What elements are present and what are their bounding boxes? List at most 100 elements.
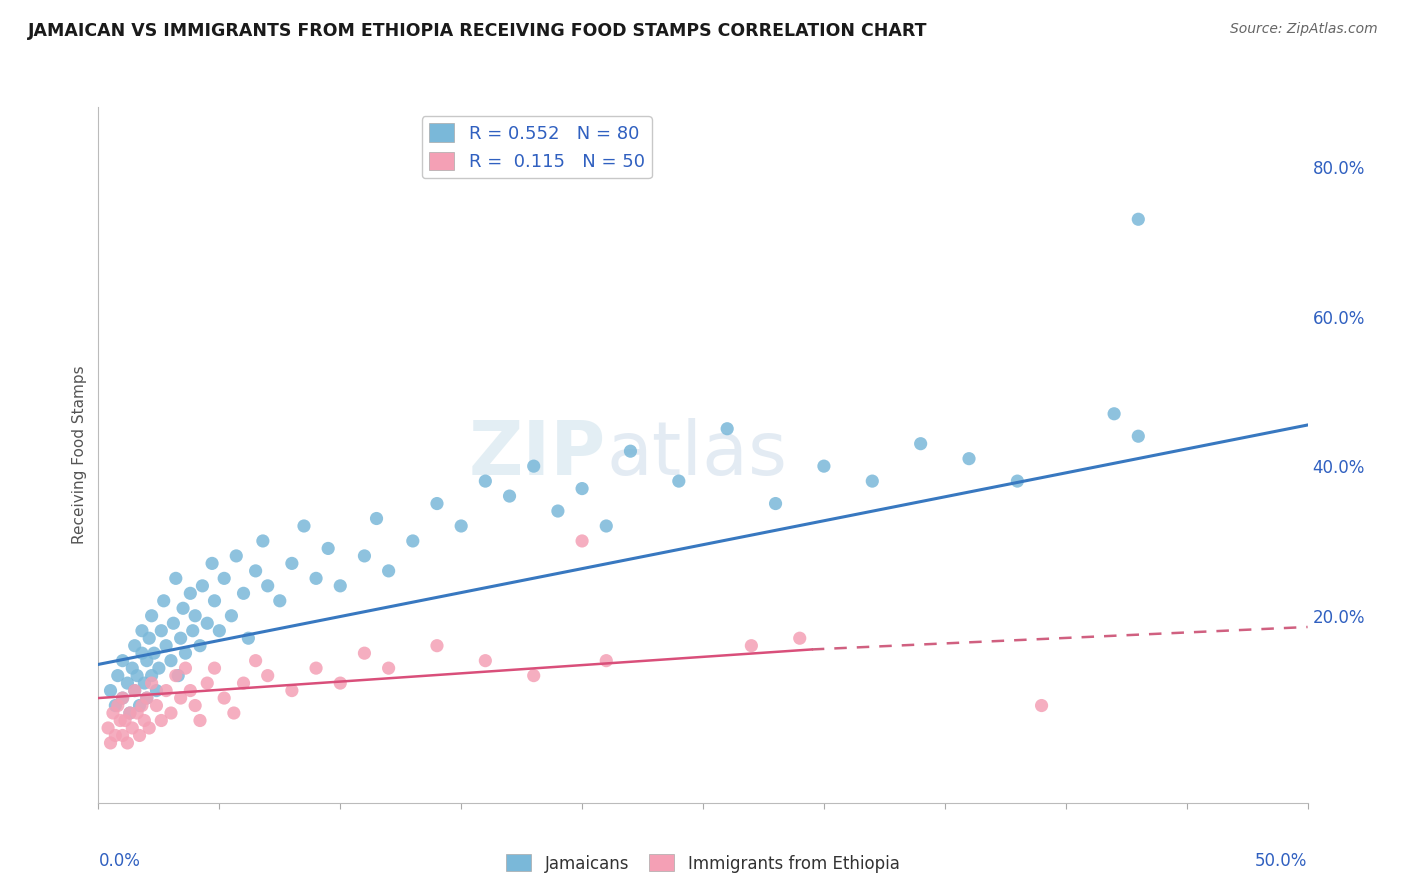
Point [765,497,787,511]
Point [100,683,122,698]
Point [127,668,149,682]
Point [111,691,134,706]
Point [100,736,122,750]
Point [134,714,156,728]
Point [212,571,235,585]
Point [957,451,980,466]
Point [474,474,496,488]
Point [160,706,183,720]
Point [256,579,278,593]
Point [595,519,617,533]
Point [222,706,245,720]
Point [114,714,136,728]
Point [353,646,375,660]
Point [148,661,170,675]
Point [121,661,143,675]
Point [305,661,328,675]
Point [1031,698,1053,713]
Point [245,654,267,668]
Point [169,631,191,645]
Point [138,631,160,645]
Point [188,714,211,728]
Point [169,691,191,706]
Point [155,639,177,653]
Legend: Jamaicans, Immigrants from Ethiopia: Jamaicans, Immigrants from Ethiopia [499,847,907,880]
Point [162,616,184,631]
Point [104,698,127,713]
Point [377,661,399,675]
Point [184,608,207,623]
Point [145,683,167,698]
Point [789,631,811,645]
Point [523,668,546,682]
Point [131,698,153,713]
Point [160,654,183,668]
Point [124,683,146,698]
Point [450,519,472,533]
Point [179,586,201,600]
Point [329,579,352,593]
Text: JAMAICAN VS IMMIGRANTS FROM ETHIOPIA RECEIVING FOOD STAMPS CORRELATION CHART: JAMAICAN VS IMMIGRANTS FROM ETHIOPIA REC… [28,22,928,40]
Point [595,654,617,668]
Point [111,691,134,706]
Text: Source: ZipAtlas.com: Source: ZipAtlas.com [1230,22,1378,37]
Point [316,541,339,556]
Point [269,594,291,608]
Point [1128,212,1150,227]
Point [107,698,129,713]
Point [619,444,641,458]
Point [141,608,163,623]
Point [281,557,304,571]
Point [108,714,131,728]
Point [97,721,120,735]
Point [252,533,274,548]
Point [127,706,149,720]
Point [740,639,762,653]
Point [571,533,593,548]
Point [141,676,163,690]
Point [150,714,173,728]
Point [104,729,127,743]
Point [118,706,141,720]
Text: ZIP: ZIP [470,418,606,491]
Text: 0.0%: 0.0% [98,852,141,870]
Point [426,497,449,511]
Point [155,683,177,698]
Point [204,594,226,608]
Point [117,676,139,690]
Point [201,557,224,571]
Point [152,594,174,608]
Point [179,683,201,698]
Point [402,533,425,548]
Point [256,668,278,682]
Point [131,624,153,638]
Point [165,668,187,682]
Point [366,511,388,525]
Point [571,482,593,496]
Point [135,691,157,706]
Point [111,654,134,668]
Point [232,676,254,690]
Legend: R = 0.552   N = 80, R =  0.115   N = 50: R = 0.552 N = 80, R = 0.115 N = 50 [422,116,652,178]
Point [131,646,153,660]
Point [111,729,134,743]
Point [1128,429,1150,443]
Point [204,661,226,675]
Point [860,474,883,488]
Point [225,549,247,563]
Point [1102,407,1125,421]
Point [135,654,157,668]
Point [101,706,124,720]
Point [124,639,146,653]
Point [165,571,187,585]
Point [181,624,204,638]
Point [174,646,197,660]
Point [145,698,167,713]
Text: atlas: atlas [606,418,787,491]
Point [212,691,235,706]
Point [172,601,194,615]
Point [121,721,143,735]
Point [118,706,141,720]
Point [245,564,267,578]
Point [195,616,218,631]
